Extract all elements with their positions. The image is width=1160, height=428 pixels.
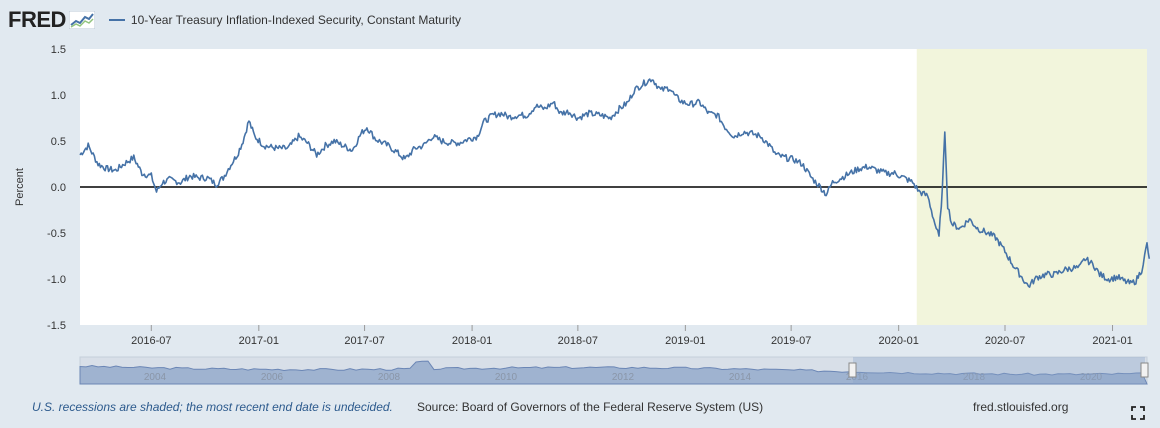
legend-line-swatch [108,19,125,21]
y-tick-label: 1.5 [51,44,66,56]
navigator-tick-label: 2014 [729,372,752,383]
y-tick-label: -0.5 [47,228,66,240]
fred-logo-graph-icon [68,11,95,29]
recession-note: U.S. recessions are shaded; the most rec… [32,400,393,414]
footer: U.S. recessions are shaded; the most rec… [0,400,1160,418]
navigator-tick-label: 2018 [963,372,986,383]
fullscreen-icon[interactable] [1131,406,1145,420]
navigator-tick-label: 2008 [378,372,401,383]
navigator-tick-label: 2012 [612,372,635,383]
navigator-tick-label: 2016 [846,372,869,383]
navigator-tick-label: 2004 [144,372,167,383]
y-tick-label: -1.0 [47,274,66,286]
x-tick-label: 2019-01 [665,335,705,347]
series-line [79,78,1151,288]
y-axis-label: Percent [14,168,26,206]
x-tick-label: 2017-07 [344,335,384,347]
x-tick-label: 2020-07 [985,335,1025,347]
fred-logo[interactable]: FRED [8,7,66,32]
series-title[interactable]: 10-Year Treasury Inflation-Indexed Secur… [130,13,462,27]
x-tick-label: 2016-07 [131,335,171,347]
x-tick-label: 2019-07 [771,335,811,347]
x-tick-label: 2017-01 [239,335,279,347]
y-tick-label: -1.5 [47,320,66,332]
navigator-area [79,360,1148,385]
navigator-selection[interactable] [853,357,1145,384]
header: FRED 10-Year Treasury Inflation-Indexed … [8,6,461,34]
x-tick-label: 2018-01 [452,335,492,347]
x-tick-label: 2018-07 [558,335,598,347]
x-tick-label: 2020-01 [878,335,918,347]
navigator-handle-left[interactable] [848,362,857,378]
navigator-tick-label: 2010 [495,372,518,383]
navigator-tick-label: 2020 [1080,372,1103,383]
y-tick-label: 1.0 [51,90,66,102]
chart: 1.5 1.0 0.5 0.0 -0.5 -1.0 -1.5 2016-07 2017-01 20… [14,44,1151,385]
navigator[interactable]: 2004 2006 2008 2010 2012 2014 2016 2018 2020 [79,356,1149,385]
navigator-handle-right[interactable] [1140,362,1149,378]
y-tick-label: 0.0 [51,182,66,194]
y-tick-label: 0.5 [51,136,66,148]
navigator-tick-label: 2006 [261,372,284,383]
source-text: Source: Board of Governors of the Federa… [417,400,764,414]
x-tick-label: 2021-01 [1092,335,1132,347]
site-link[interactable]: fred.stlouisfed.org [973,400,1069,414]
